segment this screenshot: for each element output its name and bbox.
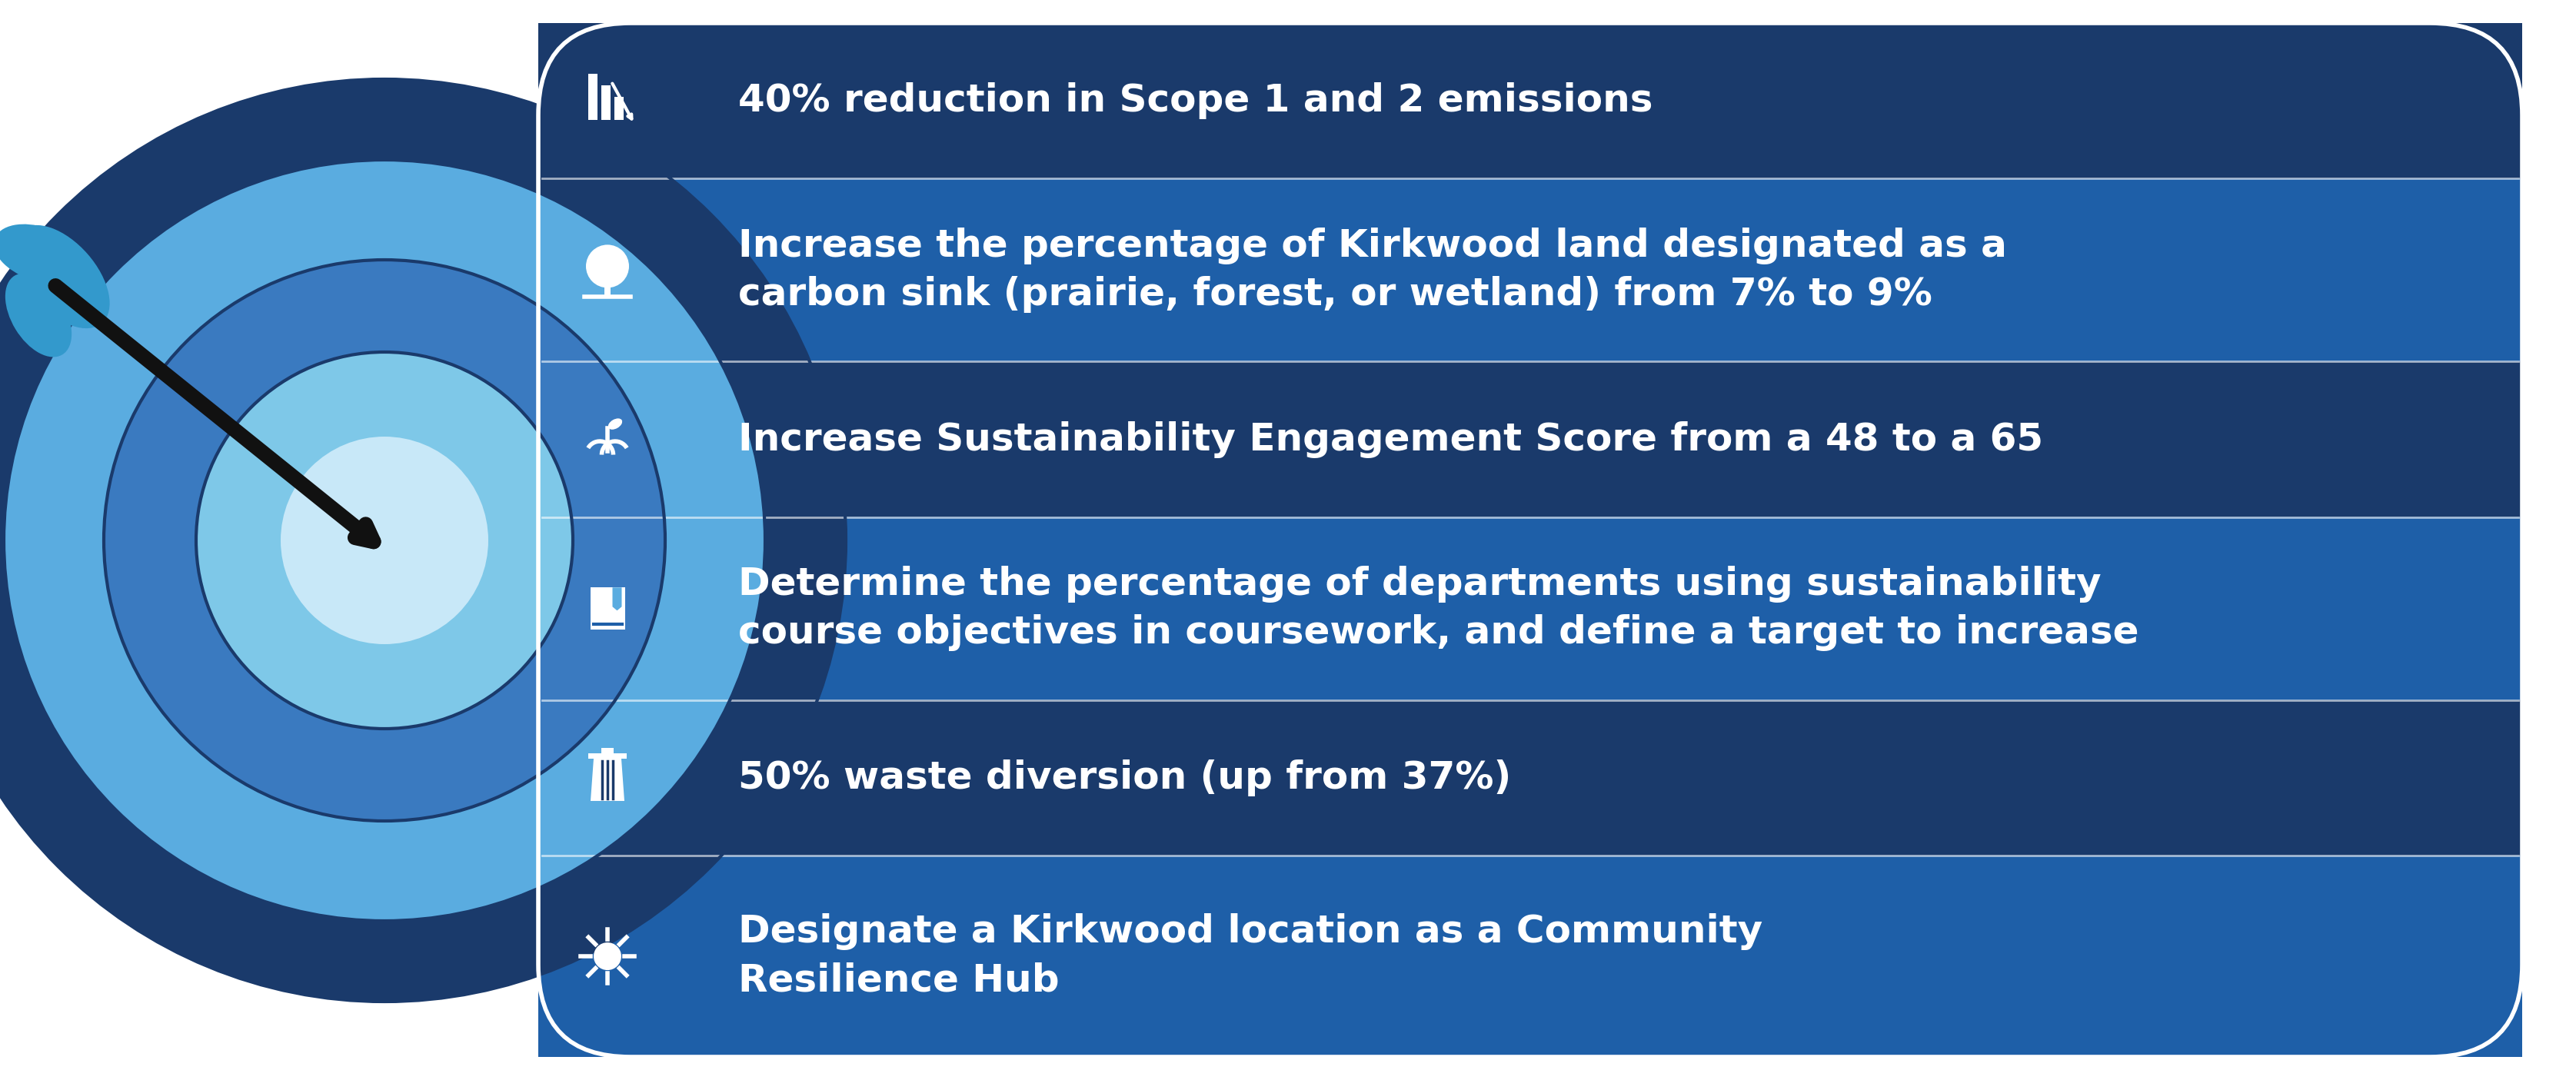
Circle shape: [3, 160, 765, 921]
FancyBboxPatch shape: [538, 23, 2522, 178]
Circle shape: [592, 943, 621, 970]
Circle shape: [281, 436, 489, 644]
Bar: [600, 748, 613, 753]
FancyBboxPatch shape: [538, 362, 2522, 517]
Text: 50% waste diversion (up from 37%): 50% waste diversion (up from 37%): [739, 759, 1512, 796]
Bar: [600, 85, 611, 120]
Ellipse shape: [0, 225, 82, 283]
Polygon shape: [590, 758, 623, 801]
FancyBboxPatch shape: [538, 178, 2522, 362]
Text: Designate a Kirkwood location as a Community
Resilience Hub: Designate a Kirkwood location as a Commu…: [739, 914, 1762, 999]
Ellipse shape: [13, 225, 111, 328]
Text: Increase the percentage of Kirkwood land designated as a
carbon sink (prairie, f: Increase the percentage of Kirkwood land…: [739, 228, 2007, 313]
Circle shape: [196, 352, 572, 729]
Text: Increase Sustainability Engagement Score from a 48 to a 65: Increase Sustainability Engagement Score…: [739, 421, 2043, 458]
Polygon shape: [613, 588, 621, 610]
FancyBboxPatch shape: [538, 700, 2522, 855]
Bar: [616, 97, 623, 120]
Bar: [590, 588, 626, 630]
Ellipse shape: [608, 418, 623, 430]
Text: Determine the percentage of departments using sustainability
course objectives i: Determine the percentage of departments …: [739, 566, 2138, 651]
FancyBboxPatch shape: [538, 855, 2522, 1057]
Text: 40% reduction in Scope 1 and 2 emissions: 40% reduction in Scope 1 and 2 emissions: [739, 82, 1654, 119]
FancyBboxPatch shape: [538, 517, 2522, 700]
Ellipse shape: [5, 273, 72, 357]
Circle shape: [585, 245, 629, 287]
FancyBboxPatch shape: [538, 23, 2522, 1057]
Bar: [587, 73, 598, 120]
Bar: [605, 278, 611, 297]
Bar: [587, 753, 626, 758]
Circle shape: [103, 260, 665, 821]
Circle shape: [0, 79, 845, 1001]
